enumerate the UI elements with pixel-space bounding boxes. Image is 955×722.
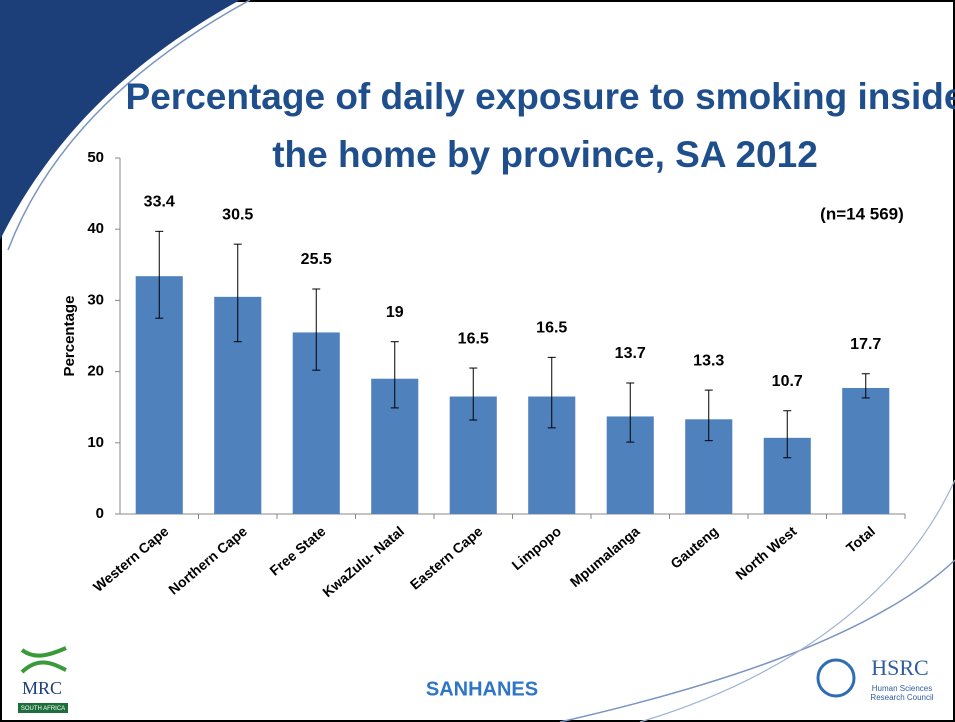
- x-tick-label: Free State: [266, 523, 328, 579]
- x-tick-label: Mpumalanga: [567, 523, 643, 590]
- x-tick-label: Western Cape: [90, 523, 172, 595]
- data-label: 13.7: [615, 345, 646, 362]
- x-tick-label: Northern Cape: [165, 523, 250, 598]
- annotation: (n=14 569): [820, 204, 904, 223]
- x-tick-label: KwaZulu- Natal: [319, 523, 407, 600]
- y-tick-label: 30: [87, 291, 104, 308]
- slide: Percentage (n=14 569) SANHANES MRC SOUTH…: [0, 0, 955, 722]
- logo-text: Research Council: [870, 693, 933, 702]
- bar: [842, 388, 889, 514]
- data-label: 33.4: [144, 194, 175, 211]
- x-tick-label: Total: [843, 523, 878, 556]
- chart-title: Percentage of daily exposure to smoking …: [125, 68, 955, 184]
- data-label: 16.5: [536, 320, 567, 337]
- logo-text: MRC: [22, 678, 62, 698]
- y-tick-label: 40: [87, 220, 104, 237]
- data-label: 25.5: [301, 251, 332, 268]
- y-tick-label: 10: [87, 434, 104, 451]
- mrc-logo: MRC SOUTH AFRICA: [18, 648, 68, 713]
- data-label: 17.7: [850, 336, 881, 353]
- logo-text: Human Sciences: [872, 684, 932, 693]
- y-tick-label: 20: [87, 363, 104, 380]
- x-tick-label: Gauteng: [667, 523, 721, 572]
- x-tick-label: North West: [732, 523, 800, 583]
- x-tick-label: Limpopo: [508, 523, 564, 573]
- y-tick-label: 50: [87, 149, 104, 166]
- logo-text: HSRC: [871, 655, 928, 680]
- x-tick-label: Eastern Cape: [407, 523, 486, 593]
- source: SANHANES: [426, 678, 538, 700]
- y-axis-title: Percentage: [61, 296, 78, 377]
- hsrc-logo: HSRC Human Sciences Research Council: [818, 655, 934, 702]
- data-label: 10.7: [772, 373, 803, 390]
- y-tick-label: 0: [96, 505, 104, 522]
- logo-mark: [818, 660, 854, 696]
- data-label: 30.5: [222, 206, 253, 223]
- data-label: 19: [386, 304, 404, 321]
- logo-text: SOUTH AFRICA: [21, 706, 65, 712]
- data-label: 13.3: [693, 352, 724, 369]
- data-label: 16.5: [458, 330, 489, 347]
- logo-mark: [22, 648, 66, 672]
